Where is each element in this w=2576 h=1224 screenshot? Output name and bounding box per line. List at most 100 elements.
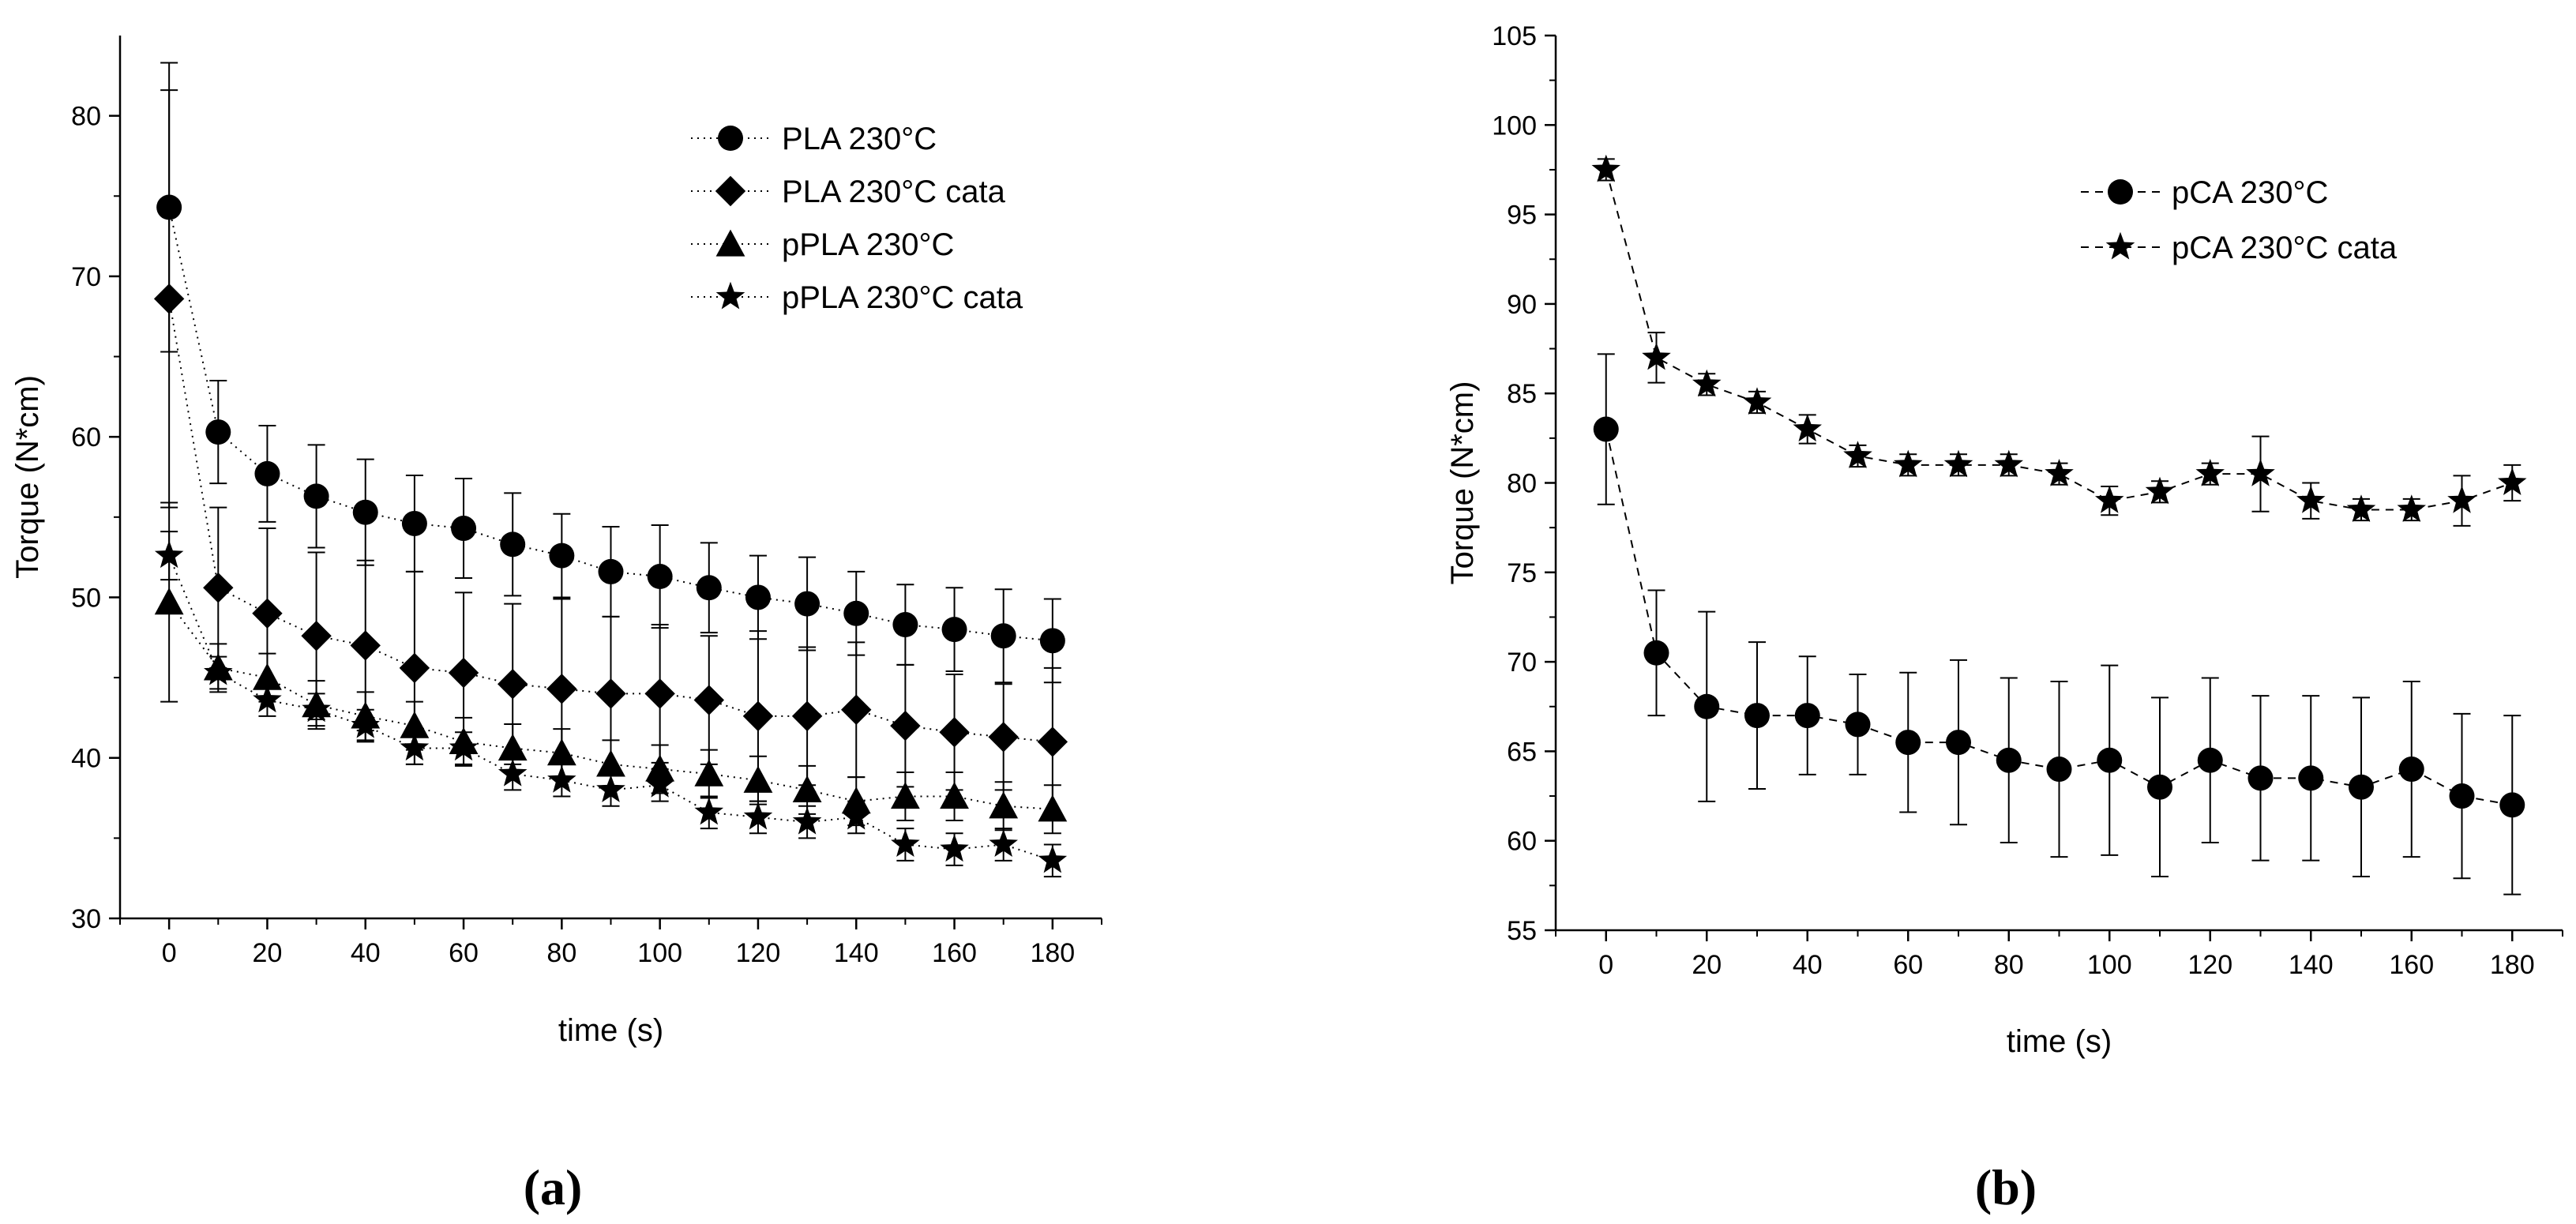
data-point <box>448 657 479 689</box>
data-point <box>253 663 282 690</box>
data-point <box>2095 486 2124 513</box>
x-tick-label: 120 <box>2187 950 2232 980</box>
x-tick-label: 160 <box>2389 950 2434 980</box>
data-point <box>940 834 969 862</box>
data-point <box>2298 765 2324 791</box>
legend: PLA 230°C PLA 230°C cata pPLA 230°C pPLA 23… <box>691 122 1023 315</box>
data-point <box>841 787 871 814</box>
x-tick-label: 60 <box>449 938 479 968</box>
data-point <box>843 600 869 626</box>
legend: pCA 230°C pCA 230°C cata <box>2081 175 2398 265</box>
data-point <box>2498 467 2527 495</box>
data-point <box>2296 486 2326 513</box>
y-tick-label: 50 <box>71 583 101 613</box>
series-4 <box>154 531 1068 878</box>
data-point <box>892 612 918 638</box>
data-point <box>791 700 823 732</box>
data-point <box>1994 449 2023 478</box>
data-point <box>1996 747 2022 773</box>
legend-marker <box>715 229 745 257</box>
data-point <box>1894 449 1923 478</box>
y-tick-label: 80 <box>71 102 101 132</box>
series-2 <box>1591 154 2527 527</box>
series-1 <box>1593 353 2525 895</box>
data-point <box>1038 794 1068 822</box>
data-point <box>2147 774 2172 800</box>
x-tick-label: 140 <box>834 938 879 968</box>
data-point <box>546 738 576 766</box>
data-point <box>742 700 774 732</box>
data-point <box>644 678 675 709</box>
data-point <box>1794 703 1820 729</box>
data-point <box>1591 154 1620 182</box>
x-tick-label: 80 <box>1994 950 2024 980</box>
y-tick-label: 80 <box>1507 469 1537 499</box>
data-point <box>2197 747 2223 773</box>
data-point <box>1793 414 1822 442</box>
y-tick-label: 40 <box>71 744 101 774</box>
x-tick-label: 100 <box>637 938 682 968</box>
x-tick-label: 20 <box>1692 950 1722 980</box>
data-point <box>2397 494 2426 522</box>
data-point <box>743 765 773 793</box>
x-tick-label: 140 <box>2289 950 2334 980</box>
x-tick-label: 80 <box>546 938 576 968</box>
data-point <box>2247 765 2274 791</box>
y-tick-label: 100 <box>1492 111 1537 141</box>
data-point <box>302 694 331 723</box>
x-tick-label: 40 <box>351 938 381 968</box>
data-point <box>253 685 282 713</box>
data-point <box>205 419 231 445</box>
data-point <box>891 829 920 857</box>
legend-marker <box>2108 179 2133 205</box>
legend-marker <box>2105 231 2135 260</box>
data-point <box>989 791 1019 819</box>
data-point <box>1943 449 1973 478</box>
data-point <box>842 802 871 830</box>
data-point <box>595 678 626 709</box>
data-point <box>546 674 577 704</box>
legend-label: pPLA 230°C cata <box>782 280 1023 315</box>
y-tick-label: 95 <box>1507 201 1537 231</box>
data-point <box>1642 342 1671 370</box>
y-tick-label: 75 <box>1507 558 1537 588</box>
data-point <box>940 782 969 809</box>
x-tick-label: 0 <box>1598 950 1613 980</box>
data-point <box>792 775 822 803</box>
data-point <box>153 283 185 314</box>
data-point <box>549 543 575 569</box>
data-point <box>351 710 380 738</box>
data-point <box>1845 711 1871 738</box>
data-point <box>1742 387 1772 415</box>
data-point <box>696 575 722 601</box>
chart-panel-a: 30 40 50 60 70 80 0 20 40 60 80 100 120 140 160 180 time… <box>10 36 1102 1215</box>
data-point <box>2097 747 2123 773</box>
data-point <box>596 749 625 777</box>
y-tick-label: 60 <box>1507 827 1537 857</box>
data-point <box>2046 757 2072 783</box>
data-point <box>1744 703 1770 729</box>
data-point <box>941 617 967 643</box>
data-point <box>203 573 234 603</box>
legend-marker <box>718 126 743 151</box>
data-point <box>596 775 625 802</box>
y-tick-label: 30 <box>71 904 101 934</box>
data-point <box>745 584 771 610</box>
y-tick-label: 60 <box>71 422 101 452</box>
x-tick-label: 160 <box>932 938 977 968</box>
data-point <box>2398 757 2424 783</box>
legend-label: pPLA 230°C <box>782 227 954 262</box>
x-tick-label: 40 <box>1793 950 1823 980</box>
x-tick-label: 100 <box>2087 950 2132 980</box>
data-point <box>451 516 477 542</box>
data-point <box>401 510 427 536</box>
data-point <box>1038 845 1068 873</box>
y-tick-label: 65 <box>1507 737 1537 767</box>
data-point <box>2045 459 2074 486</box>
data-point <box>841 694 872 725</box>
data-point <box>1037 727 1068 757</box>
data-point <box>350 630 381 661</box>
data-point <box>939 717 970 748</box>
data-point <box>2349 774 2374 800</box>
data-point <box>694 759 724 787</box>
